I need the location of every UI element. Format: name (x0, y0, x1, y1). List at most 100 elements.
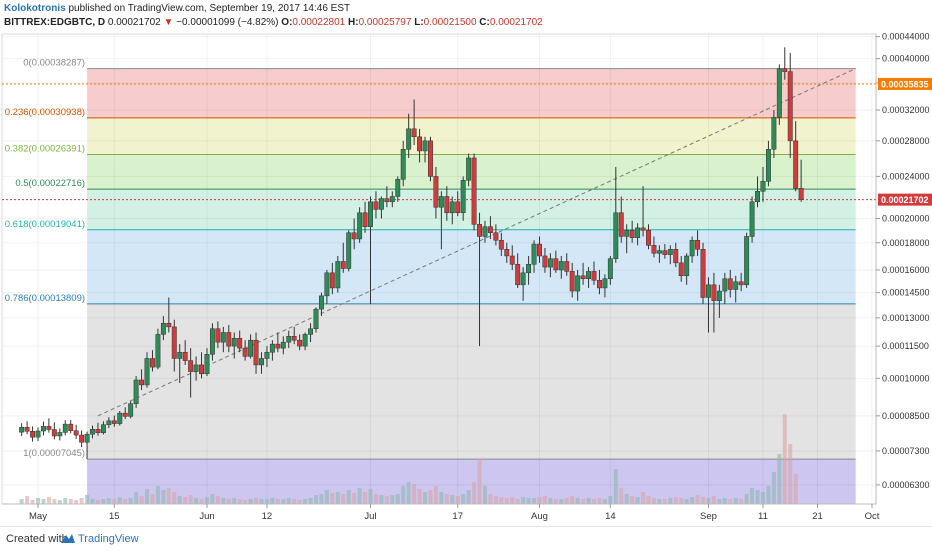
price-tag (878, 193, 932, 206)
candle-body (395, 179, 401, 197)
volume-bar (750, 488, 755, 504)
volume-bar (254, 498, 259, 504)
volume-bar (172, 492, 177, 504)
candle-body (580, 275, 586, 280)
volume-bar (619, 488, 624, 504)
candle-body (417, 136, 423, 152)
volume-bar (139, 496, 144, 504)
volume-bar (324, 490, 329, 504)
fib-band-1 (87, 459, 856, 504)
candle-body (711, 284, 717, 301)
candle-body (493, 232, 499, 241)
time-axis-label: Sep (700, 511, 717, 522)
candle-body (520, 272, 526, 286)
candle-body (482, 226, 488, 237)
volume-bar (488, 494, 493, 504)
candle-body (84, 433, 90, 443)
candle-body (57, 432, 63, 437)
fib-label-0236: 0.236(0.00030938) (5, 107, 85, 118)
volume-bar (646, 496, 651, 504)
candle-body (275, 343, 281, 349)
candle-body (591, 271, 597, 281)
candle-body (689, 239, 695, 257)
candle-body (673, 249, 679, 264)
symbol-label[interactable]: BITTREX:EDGBTC, D (4, 17, 106, 28)
candle-body (646, 230, 651, 246)
price-axis-label: 0.00011500 (882, 341, 929, 351)
time-axis-label: 15 (109, 511, 120, 522)
volume-bar (532, 498, 537, 504)
volume-bar (106, 498, 111, 504)
volume-bar (101, 499, 106, 504)
price-axis-label: 0.00018000 (882, 238, 930, 248)
tradingview-brand-link[interactable]: TradingView (78, 533, 139, 545)
candle-body (150, 358, 155, 368)
volume-bar (112, 499, 117, 504)
candle-body (335, 261, 341, 289)
candle-body (455, 201, 461, 214)
candle-body (160, 322, 166, 335)
candle-body (264, 351, 270, 359)
candle-body (471, 157, 477, 225)
volume-bar (303, 499, 308, 504)
author-link[interactable]: Kolokotronis (4, 3, 66, 14)
candle-body (90, 428, 95, 435)
volume-bar (297, 500, 302, 504)
volume-bar (275, 499, 280, 504)
candle-body (575, 275, 581, 292)
candle-body (547, 258, 553, 268)
candle-body (51, 429, 57, 437)
candle-body (368, 201, 373, 227)
candle-body (144, 358, 150, 386)
time-axis-label: 14 (605, 511, 616, 522)
fib-label-0382: 0.382(0.00026391) (5, 144, 85, 155)
volume-bar (368, 489, 373, 504)
volume-bar (68, 499, 73, 504)
volume-bar (166, 488, 171, 504)
volume-bar (657, 499, 662, 504)
candle-body (209, 328, 215, 355)
candle-body (651, 245, 657, 254)
volume-bar (668, 498, 673, 504)
candle-body (607, 258, 613, 280)
volume-bar (357, 488, 362, 504)
volume-bar (308, 498, 313, 504)
candle-body (537, 243, 542, 257)
price-chart[interactable]: 1(0.00007045) 0.786(0.00013809) 0.618(0.00… (0, 30, 932, 526)
candle-body (765, 148, 771, 182)
candle-body (542, 255, 548, 268)
volume-bar (423, 492, 428, 504)
volume-bar (635, 497, 640, 504)
volume-bar (472, 482, 477, 504)
candle-body (269, 343, 275, 353)
candle-body (700, 249, 706, 298)
candle-body (597, 280, 602, 289)
volume-bar (482, 486, 487, 504)
price-tag (878, 77, 932, 90)
candle-body (624, 230, 630, 237)
candle-body (618, 212, 624, 237)
price-axis-label: 0.00006300 (882, 480, 930, 490)
volume-bar (232, 498, 237, 504)
fib-label-1: 1(0.00007045) (23, 448, 85, 459)
volume-bar (695, 495, 700, 504)
candle-body (776, 68, 782, 118)
high-label: H: (348, 17, 359, 28)
candle-body (787, 71, 793, 142)
candle-body (793, 140, 799, 189)
volume-bar (673, 497, 678, 504)
volume-bar (204, 497, 209, 504)
candle-body (215, 328, 221, 343)
price-axis-label: 0.00010000 (882, 373, 930, 383)
volume-bar (455, 496, 460, 504)
volume-bar (363, 492, 368, 504)
volume-bar (624, 494, 629, 504)
volume-bar (52, 499, 57, 504)
volume-bar (352, 493, 357, 504)
volume-bar (592, 499, 596, 504)
volume-bar (123, 499, 128, 504)
candle-body (531, 243, 537, 265)
candle-body (564, 261, 570, 272)
tradingview-logo-icon (61, 534, 75, 543)
candle-body (662, 250, 668, 255)
